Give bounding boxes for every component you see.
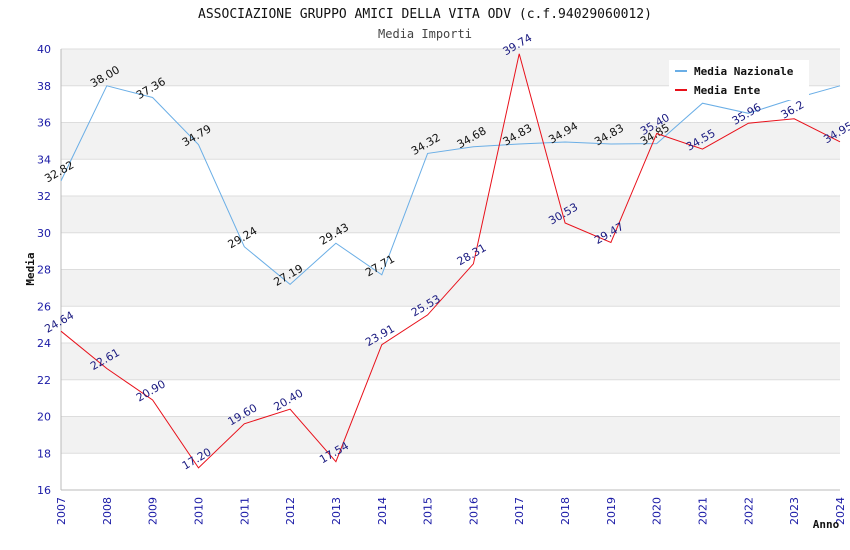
x-tick-label: 2024	[834, 497, 847, 525]
y-tick-label: 22	[37, 374, 51, 387]
x-tick-label: 2008	[101, 497, 114, 525]
data-label: 36.2	[779, 98, 807, 122]
y-tick-label: 26	[37, 300, 51, 313]
legend-entry: Media Ente	[694, 84, 761, 97]
x-tick-label: 2011	[238, 497, 251, 525]
y-tick-label: 18	[37, 447, 51, 460]
x-axis-label: Anno	[813, 518, 840, 531]
x-tick-label: 2014	[376, 497, 389, 525]
x-tick-label: 2010	[192, 497, 205, 525]
y-tick-label: 40	[37, 43, 51, 56]
x-tick-label: 2017	[513, 497, 526, 525]
legend: Media Nazionale Media Ente	[669, 60, 809, 100]
y-tick-label: 38	[37, 80, 51, 93]
series-line-ente	[60, 53, 841, 469]
data-label: 28.31	[455, 241, 489, 268]
chart-subtitle: Media Importi	[378, 27, 472, 41]
y-tick-label: 24	[37, 337, 51, 350]
x-tick-label: 2015	[422, 497, 435, 525]
grid-band	[61, 122, 840, 160]
x-tick-label: 2019	[605, 497, 618, 525]
x-tick-label: 2009	[147, 497, 160, 525]
y-tick-label: 28	[37, 264, 51, 277]
grid-band	[61, 269, 840, 307]
y-tick-label: 34	[37, 153, 51, 166]
x-tick-label: 2023	[788, 497, 801, 525]
chart-title: ASSOCIAZIONE GRUPPO AMICI DELLA VITA ODV…	[198, 7, 652, 22]
x-tick-label: 2013	[330, 497, 343, 525]
x-tick-label: 2012	[284, 497, 297, 525]
data-label: 20.90	[134, 377, 168, 404]
y-tick-label: 20	[37, 411, 51, 424]
x-tick-label: 2021	[697, 497, 710, 525]
series-line-nazionale	[60, 85, 841, 286]
x-tick-label: 2016	[467, 497, 480, 525]
y-tick-label: 16	[37, 484, 51, 497]
y-tick-label: 32	[37, 190, 51, 203]
y-tick-label: 36	[37, 117, 51, 130]
legend-entry: Media Nazionale	[694, 65, 794, 78]
grid-band	[61, 196, 840, 233]
x-tick-label: 2018	[559, 497, 572, 525]
x-tick-label: 2020	[651, 497, 664, 525]
grid-band	[61, 343, 840, 380]
grid-band	[61, 416, 840, 454]
x-tick-label: 2022	[742, 497, 755, 525]
legend-box	[669, 60, 809, 100]
y-axis-label: Media	[24, 252, 37, 285]
x-tick-label: 2007	[55, 497, 68, 525]
y-tick-label: 30	[37, 227, 51, 240]
